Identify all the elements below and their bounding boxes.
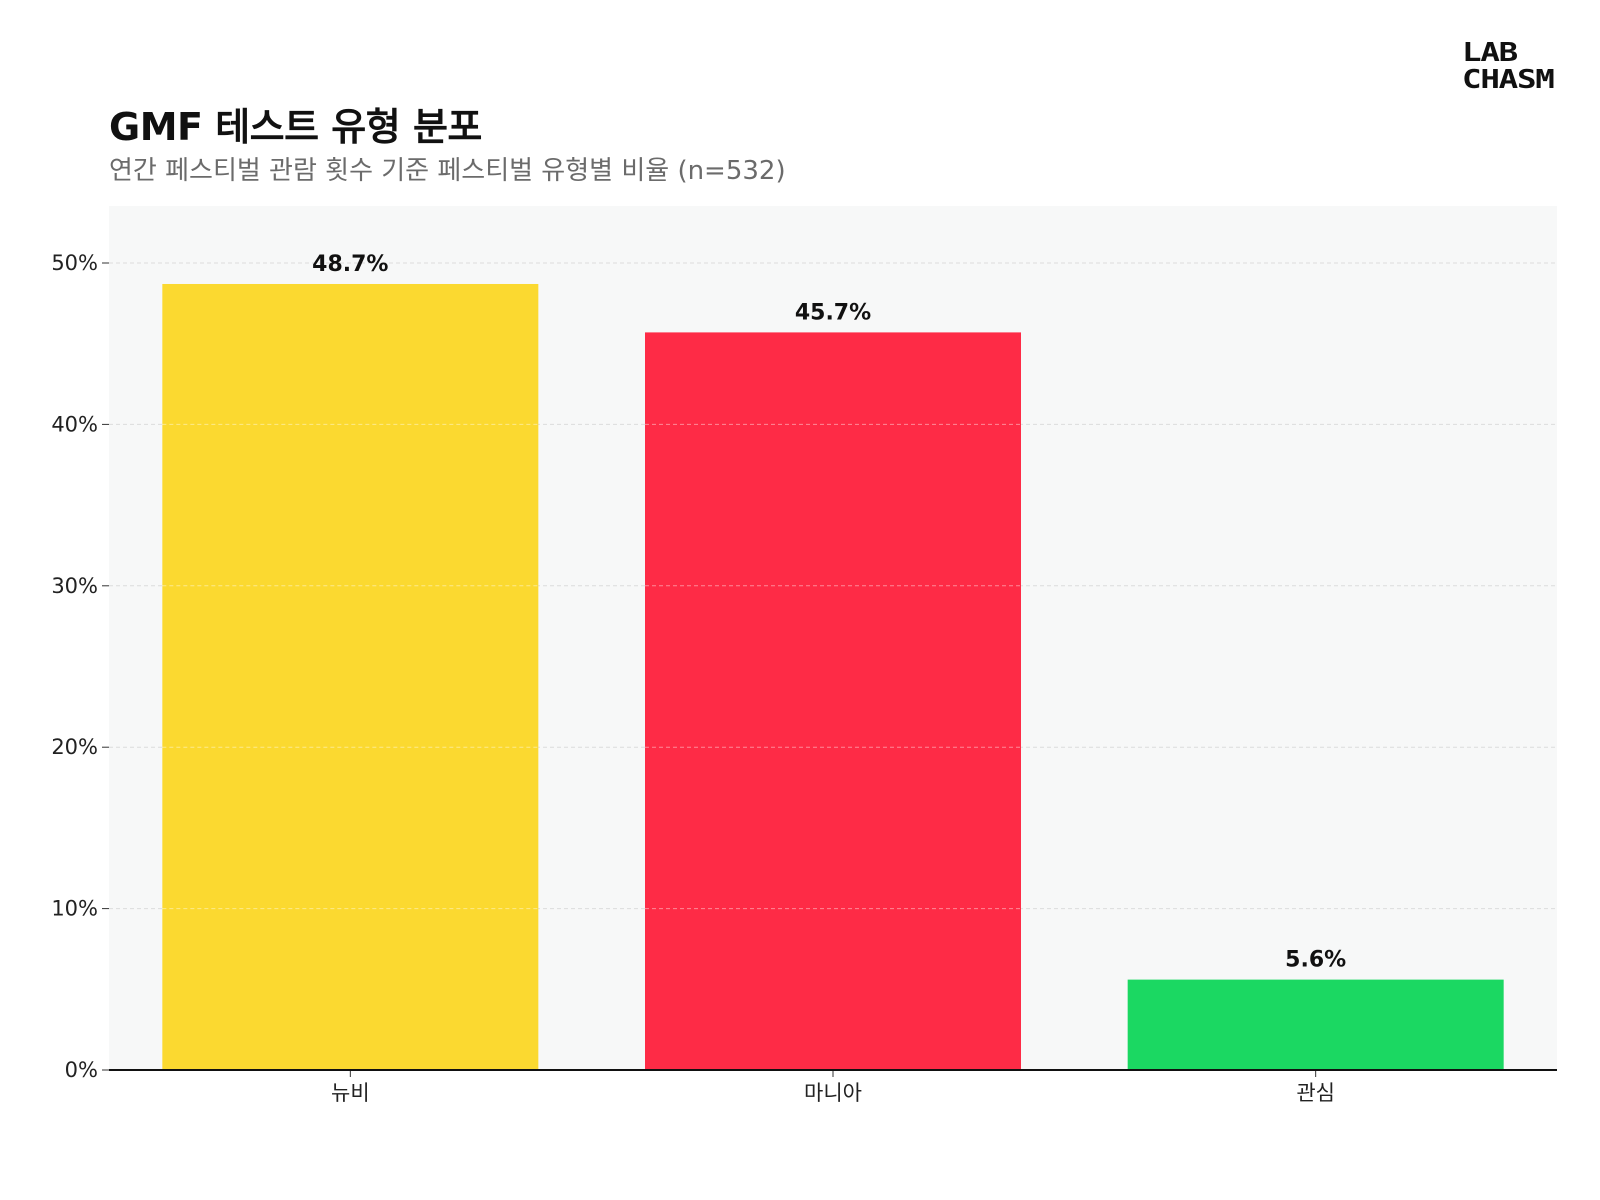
bar-3: [1127, 979, 1504, 1070]
y-tick-label: 50%: [51, 251, 98, 275]
x-tick-label: 마니아: [804, 1081, 862, 1105]
y-tick-label: 20%: [51, 735, 98, 759]
bar-2: [645, 332, 1021, 1071]
data-label: 45.7%: [795, 300, 871, 325]
chart-subtitle: 연간 페스티벌 관람 횟수 기준 페스티벌 유형별 비율 (n=532): [109, 156, 786, 186]
y-tick-label: 0%: [65, 1058, 98, 1082]
logo-line-1: LAB: [1462, 38, 1518, 68]
y-tick-label: 40%: [51, 412, 98, 436]
lab-chasm-logo: LAB CHASM: [1462, 40, 1574, 98]
bar-1: [162, 283, 539, 1070]
data-label: 5.6%: [1285, 948, 1346, 973]
x-tick-label: 뉴비: [331, 1081, 370, 1105]
logo-line-2: CHASM: [1462, 65, 1555, 95]
x-tick-label: 관심: [1296, 1081, 1335, 1105]
y-tick-label: 10%: [51, 897, 98, 921]
data-label: 48.7%: [312, 252, 388, 277]
y-tick-label: 30%: [51, 574, 98, 598]
chart-title: GMF 테스트 유형 분포: [109, 105, 482, 149]
